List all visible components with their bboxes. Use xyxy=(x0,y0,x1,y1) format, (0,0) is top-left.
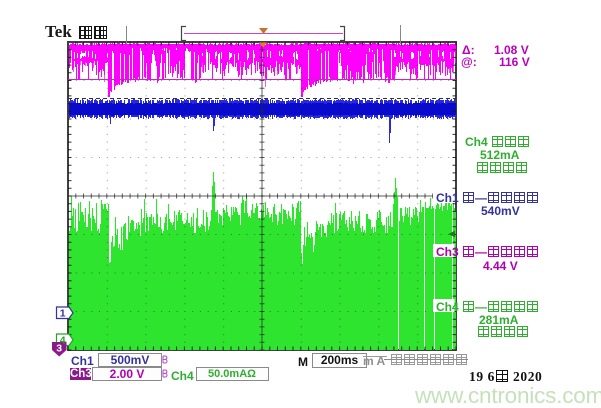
svg-text:3: 3 xyxy=(56,343,62,355)
svg-text:1: 1 xyxy=(60,308,66,320)
svg-text:4: 4 xyxy=(60,335,66,347)
